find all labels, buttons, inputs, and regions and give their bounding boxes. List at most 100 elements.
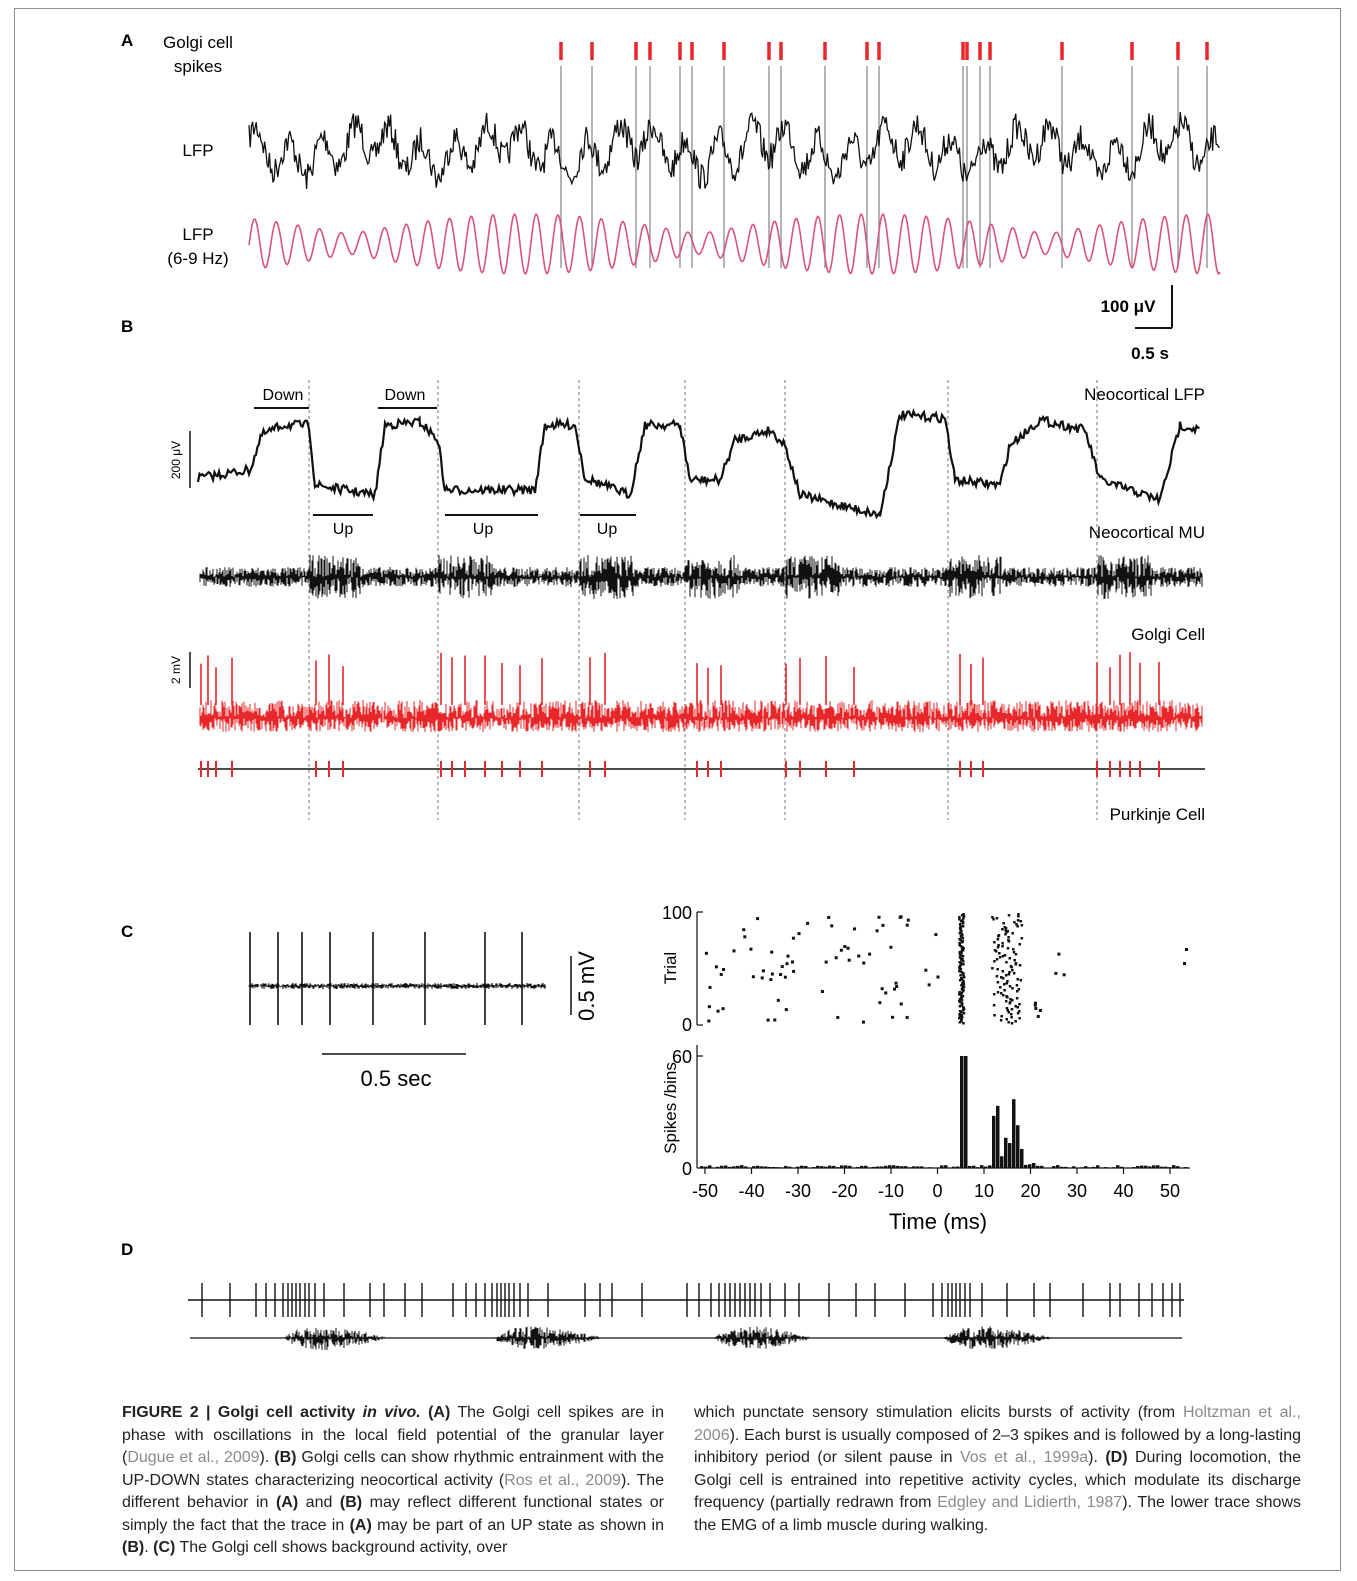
raster-dot [924,968,928,972]
hist-bar [1008,1143,1012,1168]
raster-dot [1002,922,1005,925]
hist-bar [876,1166,880,1168]
raster-ylabel: Trial [661,952,680,984]
hist-bar [928,1167,932,1168]
hist-bar [820,1166,824,1168]
raster-dot [770,972,774,976]
x-tick-label: -20 [831,1181,857,1201]
hist-bar [732,1166,736,1168]
raster-dot [1016,1006,1019,1009]
raster-dot [959,974,962,977]
raster-dot [958,1005,962,1008]
raster-dot [895,985,899,989]
hist-bar [888,1165,892,1168]
hist-bar [956,1166,960,1168]
emg-trace [284,1326,1051,1350]
hist-bar [832,1165,836,1168]
raster-dot [962,915,966,918]
raster-dot [898,915,902,919]
raster-dot [961,1009,965,1012]
hist-bar [760,1166,764,1168]
hist-bar [712,1167,716,1168]
hist-bar [1056,1165,1060,1168]
raster-dot [1004,929,1007,932]
raster-dot [996,981,1000,984]
hist-bar [736,1165,740,1168]
raster-dot [1019,920,1022,923]
raster-dot [958,991,961,994]
x-tick-label: 50 [1160,1181,1180,1201]
raster-dot [877,915,881,919]
hist-bar [1088,1167,1092,1168]
hist-bar [1148,1166,1152,1168]
raster-dot [962,917,965,920]
raster-dot [880,987,884,991]
x-tick-label: -40 [738,1181,764,1201]
raster-dot [749,947,753,951]
raster-dot [1006,980,1009,983]
panel-a: A Golgi cell spikes LFP LFP (6-9 Hz) 100… [121,31,1221,363]
raster-dot [884,991,888,995]
golgi-cell-label: Golgi Cell [1131,625,1205,644]
raster-dot [962,1022,965,1025]
raster-dot [958,970,961,973]
raster-dot [1016,1012,1020,1015]
raster-dot [959,1001,962,1004]
raster-dot [934,933,938,937]
hist-bar [708,1165,712,1168]
panel-c: C 0.5 sec 0.5 mV 100 0 Trial 60 0 Spikes… [121,903,1190,1234]
hist-bar [788,1166,792,1168]
raster-dot [878,1001,882,1005]
raster-dot [892,987,896,991]
raster-dot [962,1012,966,1015]
raster-dot [769,978,773,982]
raster-ytick-0: 0 [682,1015,692,1035]
raster-dot [960,936,963,939]
raster-dot [993,960,996,963]
hist-bar [976,1167,980,1168]
raster-dot [894,981,898,985]
raster-dot [836,1015,840,1019]
raster-dot [1007,936,1010,939]
raster-dot [1017,913,1020,916]
hist-xlabel: Time (ms) [889,1209,987,1234]
hist-bar [1028,1164,1032,1168]
raster-dot [960,992,964,995]
raster-dot [958,993,961,996]
raster-dot [1012,951,1016,954]
raster-dot [1000,976,1003,979]
lfp-trace [248,111,1220,189]
raster-dot [779,973,783,977]
x-tick-label: 40 [1113,1181,1133,1201]
hist-bar [860,1165,864,1168]
hist-bar [1156,1165,1160,1168]
raster-dot [961,934,964,937]
raster-dot [995,917,999,920]
raster-dot [1008,957,1011,960]
raster-dot [958,961,961,964]
hist-bar [1160,1166,1164,1168]
hist-ytick-60: 60 [672,1047,692,1067]
hist-bar [704,1166,708,1168]
filtered-label-line1: LFP [182,225,213,244]
raster-dot [1005,1018,1009,1021]
hist-bar [916,1166,920,1168]
raster-dot [1008,971,1011,974]
raster-dot [992,993,996,996]
raster-dot [1020,937,1024,940]
raster-dot [959,994,963,997]
raster-dot [742,928,746,932]
raster-dot [995,958,999,961]
raster-dot [1006,947,1010,950]
hist-bar [884,1165,888,1168]
raster-dot [960,941,964,944]
raster-dot [1011,969,1014,972]
raster-dot [707,1019,711,1023]
raster-dot [1011,932,1014,935]
up-label-1: Up [333,521,354,538]
raster-dot [936,975,940,979]
mu-activity [199,555,1203,599]
raster-dot [881,923,885,927]
golgi-noise [199,700,1203,732]
spikes-label-line2: spikes [174,57,222,76]
